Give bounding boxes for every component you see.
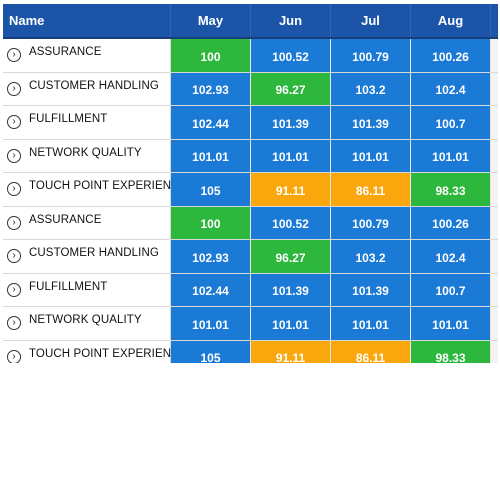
row-name-cell: › CUSTOMER HANDLING <box>3 240 171 273</box>
value-cell-jul[interactable]: 101.39 <box>331 273 411 306</box>
row-name-label: NETWORK QUALITY <box>29 146 142 159</box>
column-header-jun[interactable]: Jun <box>251 4 331 37</box>
value-cell-jun[interactable]: 101.39 <box>251 273 331 306</box>
row-name-cell: › NETWORK QUALITY <box>3 307 171 340</box>
table-row[interactable]: › TOUCH POINT EXPERIENCE 105 91.11 86.11 98.3… <box>3 173 498 207</box>
value-cell-may[interactable]: 101.01 <box>171 139 251 172</box>
value-cell-jul[interactable]: 86.11 <box>331 340 411 363</box>
table-row[interactable]: › CUSTOMER HANDLING 102.93 96.27 103.2 102.4 <box>3 72 498 106</box>
value-cell-may[interactable]: 102.93 <box>171 72 251 105</box>
chevron-right-circle-icon[interactable]: › <box>7 48 21 63</box>
row-name-label: CUSTOMER HANDLING <box>29 247 159 260</box>
table-row[interactable]: › FULFILLMENT 102.44 101.39 101.39 100.7 <box>3 106 498 140</box>
chevron-right-circle-icon[interactable]: › <box>7 182 21 197</box>
grid-header: Name May Jun Jul Aug <box>3 4 498 39</box>
row-name-label: NETWORK QUALITY <box>29 314 142 327</box>
value-cell-may[interactable]: 102.93 <box>171 240 251 273</box>
value-cell-jun[interactable]: 100.52 <box>251 206 331 239</box>
value-cell-aug[interactable]: 100.26 <box>411 39 491 72</box>
chevron-right-circle-icon[interactable]: › <box>7 249 21 264</box>
table-row[interactable]: › NETWORK QUALITY 101.01 101.01 101.01 101.01 <box>3 139 498 173</box>
value-cell-jun[interactable]: 101.39 <box>251 106 331 139</box>
row-name-cell: › FULFILLMENT <box>3 106 171 139</box>
grid-body: › ASSURANCE 100 100.52 100.79 100.26 › CUSTOMER… <box>3 39 498 363</box>
column-header-may[interactable]: May <box>171 4 251 37</box>
value-cell-jun[interactable]: 96.27 <box>251 240 331 273</box>
value-cell-jun[interactable]: 101.01 <box>251 139 331 172</box>
table-row[interactable]: › NETWORK QUALITY 101.01 101.01 101.01 101.01 <box>3 307 498 341</box>
value-cell-jul[interactable]: 101.01 <box>331 307 411 340</box>
value-cell-may[interactable]: 100 <box>171 206 251 239</box>
value-cell-jun[interactable]: 91.11 <box>251 173 331 206</box>
table-row[interactable]: › ASSURANCE 100 100.52 100.79 100.26 <box>3 39 498 73</box>
chevron-right-circle-icon[interactable]: › <box>7 349 21 363</box>
value-cell-jul[interactable]: 103.2 <box>331 240 411 273</box>
chevron-right-circle-icon[interactable]: › <box>7 81 21 96</box>
value-cell-jul[interactable]: 100.79 <box>331 39 411 72</box>
value-cell-may[interactable]: 105 <box>171 340 251 363</box>
value-cell-aug[interactable]: 100.7 <box>411 273 491 306</box>
table-row[interactable]: › TOUCH POINT EXPERIENCE 105 91.11 86.11 98.3… <box>3 340 498 363</box>
value-cell-jul[interactable]: 101.39 <box>331 106 411 139</box>
value-cell-aug[interactable]: 98.33 <box>411 173 491 206</box>
column-header-name[interactable]: Name <box>3 4 171 37</box>
chevron-right-circle-icon[interactable]: › <box>7 115 21 130</box>
row-name-cell: › TOUCH POINT EXPERIENCE <box>3 173 187 206</box>
row-name-cell: › CUSTOMER HANDLING <box>3 72 171 105</box>
value-cell-aug[interactable]: 98.33 <box>411 340 491 363</box>
value-cell-jun[interactable]: 96.27 <box>251 72 331 105</box>
kpi-grid: Name May Jun Jul Aug › ASSURANCE 100 100.52… <box>3 4 498 363</box>
value-cell-aug[interactable]: 100.26 <box>411 206 491 239</box>
value-cell-aug[interactable]: 100.7 <box>411 106 491 139</box>
chevron-right-circle-icon[interactable]: › <box>7 282 21 297</box>
value-cell-may[interactable]: 100 <box>171 39 251 72</box>
column-header-jul[interactable]: Jul <box>331 4 411 37</box>
value-cell-jun[interactable]: 91.11 <box>251 340 331 363</box>
value-cell-jul[interactable]: 101.01 <box>331 139 411 172</box>
row-name-label: CUSTOMER HANDLING <box>29 79 159 92</box>
value-cell-may[interactable]: 101.01 <box>171 307 251 340</box>
row-name-cell: › ASSURANCE <box>3 39 171 72</box>
row-name-label: FULFILLMENT <box>29 280 108 293</box>
chevron-right-circle-icon[interactable]: › <box>7 148 21 163</box>
row-name-cell: › ASSURANCE <box>3 206 171 239</box>
value-cell-aug[interactable]: 101.01 <box>411 307 491 340</box>
chevron-right-circle-icon[interactable]: › <box>7 215 21 230</box>
row-name-cell: › NETWORK QUALITY <box>3 139 171 172</box>
value-cell-aug[interactable]: 101.01 <box>411 139 491 172</box>
value-cell-may[interactable]: 105 <box>171 173 251 206</box>
row-name-label: TOUCH POINT EXPERIENCE <box>29 347 188 360</box>
value-cell-jul[interactable]: 86.11 <box>331 173 411 206</box>
value-cell-jun[interactable]: 101.01 <box>251 307 331 340</box>
column-header-aug[interactable]: Aug <box>411 4 491 37</box>
row-name-label: TOUCH POINT EXPERIENCE <box>29 180 188 193</box>
table-row[interactable]: › FULFILLMENT 102.44 101.39 101.39 100.7 <box>3 273 498 307</box>
value-cell-jul[interactable]: 100.79 <box>331 206 411 239</box>
row-name-label: ASSURANCE <box>29 213 102 226</box>
row-name-cell: › FULFILLMENT <box>3 273 171 306</box>
row-name-label: ASSURANCE <box>29 46 102 59</box>
value-cell-may[interactable]: 102.44 <box>171 106 251 139</box>
value-cell-jun[interactable]: 100.52 <box>251 39 331 72</box>
table-row[interactable]: › ASSURANCE 100 100.52 100.79 100.26 <box>3 206 498 240</box>
chevron-right-circle-icon[interactable]: › <box>7 316 21 331</box>
value-cell-jul[interactable]: 103.2 <box>331 72 411 105</box>
value-cell-aug[interactable]: 102.4 <box>411 240 491 273</box>
table-row[interactable]: › CUSTOMER HANDLING 102.93 96.27 103.2 102.4 <box>3 240 498 274</box>
value-cell-aug[interactable]: 102.4 <box>411 72 491 105</box>
row-name-cell: › TOUCH POINT EXPERIENCE <box>3 340 187 363</box>
value-cell-may[interactable]: 102.44 <box>171 273 251 306</box>
row-name-label: FULFILLMENT <box>29 113 108 126</box>
